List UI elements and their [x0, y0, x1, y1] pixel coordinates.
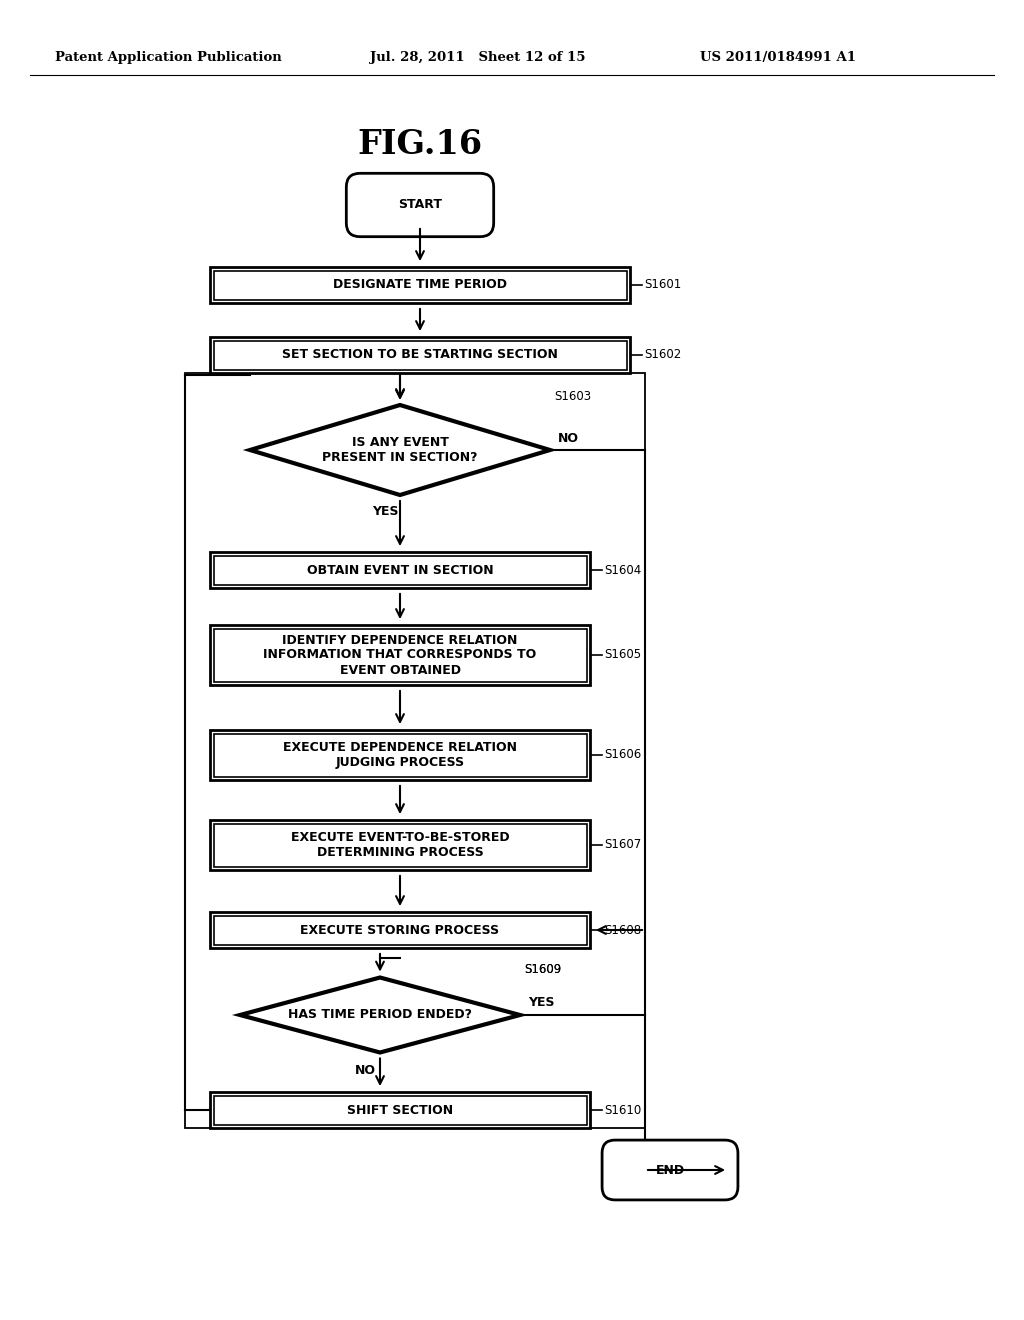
Bar: [210, 820, 590, 870]
Text: NO: NO: [354, 1064, 376, 1077]
Text: Jul. 28, 2011   Sheet 12 of 15: Jul. 28, 2011 Sheet 12 of 15: [370, 51, 586, 65]
Text: S1604: S1604: [604, 564, 641, 577]
Polygon shape: [250, 405, 550, 495]
Text: S1605: S1605: [604, 648, 641, 661]
Text: DESIGNATE TIME PERIOD: DESIGNATE TIME PERIOD: [333, 279, 507, 292]
Text: YES: YES: [372, 506, 398, 517]
Text: EXECUTE STORING PROCESS: EXECUTE STORING PROCESS: [300, 924, 500, 936]
Text: S1608: S1608: [604, 924, 641, 936]
FancyBboxPatch shape: [346, 173, 494, 236]
Text: START: START: [398, 198, 442, 211]
Text: END: END: [655, 1163, 685, 1176]
Bar: [213, 341, 627, 370]
Text: S1606: S1606: [604, 748, 641, 762]
Bar: [210, 912, 590, 948]
Text: S1601: S1601: [644, 279, 681, 292]
Bar: [210, 267, 630, 304]
Text: EXECUTE DEPENDENCE RELATION
JUDGING PROCESS: EXECUTE DEPENDENCE RELATION JUDGING PROC…: [283, 741, 517, 770]
Text: IS ANY EVENT
PRESENT IN SECTION?: IS ANY EVENT PRESENT IN SECTION?: [323, 436, 478, 465]
Text: IDENTIFY DEPENDENCE RELATION
INFORMATION THAT CORRESPONDS TO
EVENT OBTAINED: IDENTIFY DEPENDENCE RELATION INFORMATION…: [263, 634, 537, 676]
Bar: [213, 271, 627, 300]
Text: HAS TIME PERIOD ENDED?: HAS TIME PERIOD ENDED?: [288, 1008, 472, 1022]
Bar: [210, 337, 630, 374]
Bar: [213, 734, 587, 776]
Text: YES: YES: [528, 997, 555, 1010]
Text: SHIFT SECTION: SHIFT SECTION: [347, 1104, 453, 1117]
Bar: [213, 916, 587, 945]
Text: S1603: S1603: [554, 391, 591, 404]
Text: OBTAIN EVENT IN SECTION: OBTAIN EVENT IN SECTION: [306, 564, 494, 577]
Text: S1602: S1602: [644, 348, 681, 362]
Bar: [210, 1092, 590, 1129]
Text: Patent Application Publication: Patent Application Publication: [55, 51, 282, 65]
Bar: [210, 624, 590, 685]
Text: US 2011/0184991 A1: US 2011/0184991 A1: [700, 51, 856, 65]
Polygon shape: [240, 978, 520, 1052]
Bar: [213, 824, 587, 866]
Bar: [213, 556, 587, 585]
Text: EXECUTE EVENT-TO-BE-STORED
DETERMINING PROCESS: EXECUTE EVENT-TO-BE-STORED DETERMINING P…: [291, 832, 509, 859]
Bar: [213, 1096, 587, 1125]
Text: S1609: S1609: [524, 964, 561, 975]
Bar: [213, 628, 587, 681]
Text: S1610: S1610: [604, 1104, 641, 1117]
Text: S1607: S1607: [604, 838, 641, 851]
Text: S1609: S1609: [524, 964, 561, 975]
Text: SET SECTION TO BE STARTING SECTION: SET SECTION TO BE STARTING SECTION: [282, 348, 558, 362]
FancyBboxPatch shape: [602, 1140, 738, 1200]
Bar: [210, 552, 590, 587]
Bar: [210, 730, 590, 780]
Bar: [185, 374, 645, 1129]
Text: NO: NO: [558, 432, 579, 445]
Text: FIG.16: FIG.16: [357, 128, 482, 161]
